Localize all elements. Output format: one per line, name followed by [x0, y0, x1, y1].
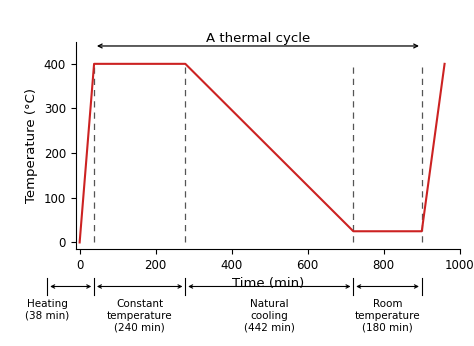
Text: Room
temperature
(180 min): Room temperature (180 min) — [355, 299, 420, 332]
X-axis label: Time (min): Time (min) — [232, 277, 304, 290]
Y-axis label: Temperature (°C): Temperature (°C) — [25, 88, 38, 203]
Text: A thermal cycle: A thermal cycle — [206, 31, 310, 45]
Text: Constant
temperature
(240 min): Constant temperature (240 min) — [107, 299, 173, 332]
Text: Heating
(38 min): Heating (38 min) — [25, 299, 70, 320]
Text: Natural
cooling
(442 min): Natural cooling (442 min) — [244, 299, 295, 332]
